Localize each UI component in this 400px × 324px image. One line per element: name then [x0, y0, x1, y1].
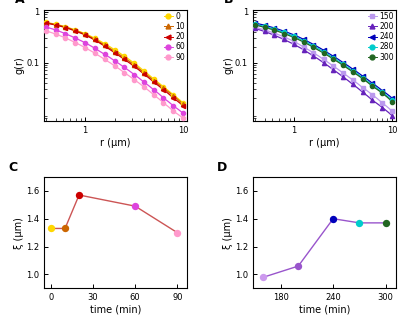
Point — [330, 216, 336, 221]
Point — [295, 263, 302, 269]
Point — [174, 230, 180, 235]
Point — [62, 226, 68, 231]
Legend: 0, 10, 20, 60, 90: 0, 10, 20, 60, 90 — [163, 11, 186, 62]
Point — [356, 220, 362, 226]
Point — [76, 192, 82, 198]
Legend: 150, 200, 240, 280, 300: 150, 200, 240, 280, 300 — [367, 11, 394, 62]
X-axis label: r (μm): r (μm) — [309, 138, 340, 148]
Y-axis label: ξ (μm): ξ (μm) — [224, 217, 234, 249]
Text: A: A — [15, 0, 25, 6]
Point — [260, 275, 266, 280]
Point — [48, 226, 54, 231]
Y-axis label: ξ (μm): ξ (μm) — [14, 217, 24, 249]
X-axis label: r (μm): r (μm) — [100, 138, 131, 148]
Text: C: C — [8, 161, 17, 174]
Text: D: D — [217, 161, 227, 174]
X-axis label: time (min): time (min) — [299, 305, 350, 315]
X-axis label: time (min): time (min) — [90, 305, 141, 315]
Y-axis label: g(r): g(r) — [15, 57, 25, 74]
Point — [132, 203, 138, 209]
Text: B: B — [224, 0, 234, 6]
Y-axis label: g(r): g(r) — [224, 57, 234, 74]
Point — [382, 220, 389, 226]
